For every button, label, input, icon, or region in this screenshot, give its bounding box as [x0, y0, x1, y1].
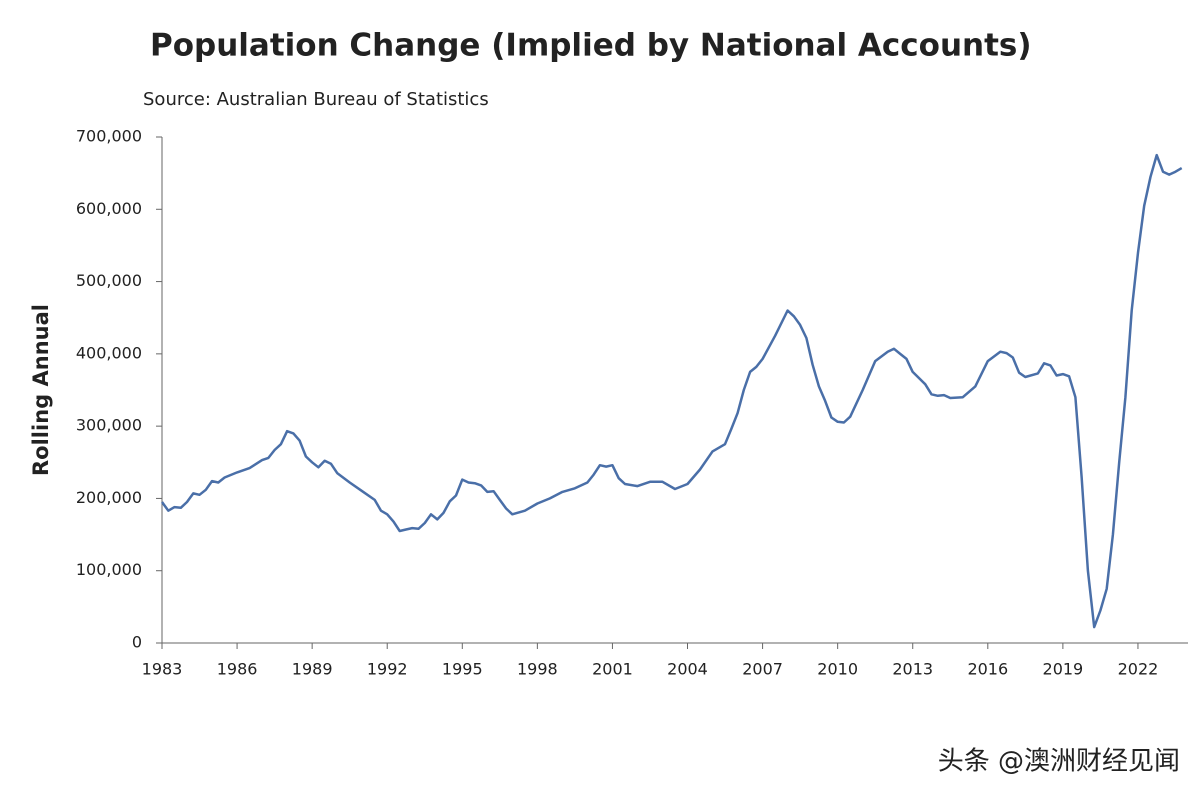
y-tick-label: 600,000: [76, 199, 142, 218]
x-tick-label: 2001: [592, 660, 633, 679]
y-tick-label: 0: [132, 633, 142, 652]
watermark: 头条 @澳洲财经见闻: [938, 747, 1180, 777]
y-axis-label: Rolling Annual: [29, 304, 53, 476]
y-tick-label: 700,000: [76, 127, 142, 146]
y-tick-label: 100,000: [76, 560, 142, 579]
x-tick-label: 2004: [667, 660, 708, 679]
x-tick-label: 1983: [142, 660, 183, 679]
x-tick-label: 2019: [1043, 660, 1084, 679]
y-tick-label: 300,000: [76, 416, 142, 435]
x-tick-label: 1998: [517, 660, 558, 679]
x-tick-label: 1986: [217, 660, 258, 679]
data-line: [160, 153, 1183, 629]
x-tick-label: 2010: [817, 660, 858, 679]
x-tick-label: 2016: [967, 660, 1008, 679]
y-tick-label: 200,000: [76, 488, 142, 507]
chart-subtitle: Source: Australian Bureau of Statistics: [143, 89, 489, 110]
x-tick-label: 2013: [892, 660, 933, 679]
chart-title: Population Change (Implied by National A…: [150, 28, 1032, 64]
x-tick-label: 1995: [442, 660, 483, 679]
y-tick-label: 400,000: [76, 343, 142, 362]
x-tick-label: 1992: [367, 660, 408, 679]
x-tick-label: 2007: [742, 660, 783, 679]
y-tick-label: 500,000: [76, 271, 142, 290]
x-tick-label: 1989: [292, 660, 333, 679]
x-tick-label: 2022: [1118, 660, 1159, 679]
